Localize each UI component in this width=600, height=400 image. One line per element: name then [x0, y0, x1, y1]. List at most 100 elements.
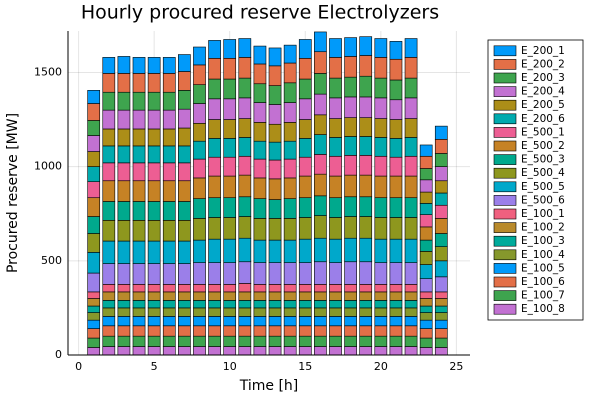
bar-segment — [162, 291, 176, 301]
bar-segment — [419, 328, 433, 339]
bar-segment — [253, 140, 267, 160]
bar-segment — [389, 346, 403, 356]
bar-segment — [208, 300, 221, 309]
bar-segment — [298, 78, 312, 100]
bar-segment — [283, 325, 297, 337]
bar-segment — [374, 325, 388, 337]
bar-segment — [147, 316, 161, 327]
bar-segment — [329, 175, 342, 199]
bar-segment — [298, 284, 312, 293]
bar-segment — [329, 316, 342, 327]
legend-label: E_500_1 — [521, 126, 565, 138]
bar-segment — [434, 260, 448, 278]
bar-segment — [147, 300, 161, 309]
bar-segment — [344, 300, 357, 309]
bar-segment — [87, 347, 101, 356]
bar-segment — [117, 220, 131, 242]
bar-segment — [162, 145, 176, 164]
bar-segment — [178, 240, 191, 264]
bar-segment — [238, 316, 252, 327]
legend-swatch — [493, 113, 517, 125]
bar-segment — [344, 96, 357, 118]
legend-swatch — [493, 249, 517, 261]
bar-segment — [434, 328, 448, 339]
bar-segment — [238, 97, 252, 119]
bar-segment — [283, 335, 297, 347]
bar-segment — [344, 155, 357, 176]
bar-segment — [434, 347, 448, 356]
legend-label: E_500_5 — [521, 181, 565, 193]
bar-segment — [283, 158, 297, 179]
bar-segment — [389, 41, 403, 60]
legend-label: E_100_5 — [521, 262, 565, 274]
bar-segment — [102, 91, 116, 111]
bar-segment — [434, 246, 448, 262]
bar-segment — [344, 56, 357, 78]
bar-segment — [208, 217, 221, 240]
y-tick-label: 0 — [55, 348, 62, 361]
bar-segment — [87, 233, 101, 253]
bar-segment — [434, 319, 448, 329]
bar-segment — [208, 346, 221, 356]
bar-segment — [87, 90, 101, 104]
bar-segment — [283, 300, 297, 309]
bar-segment — [253, 83, 267, 103]
bar-segment — [102, 201, 116, 221]
bar-segment — [283, 316, 297, 327]
legend-swatch — [493, 72, 517, 84]
bar-segment — [359, 174, 373, 198]
bar-segment — [298, 335, 312, 347]
bar-segment — [132, 307, 146, 317]
bar-segment — [193, 177, 206, 199]
bar-segment — [147, 291, 161, 301]
bar-segment — [374, 217, 388, 240]
legend-swatch — [493, 276, 517, 288]
bar-segment — [359, 36, 373, 56]
bar-segment — [374, 262, 388, 285]
bar-segment — [208, 156, 221, 177]
bar-segment — [147, 284, 161, 293]
bar-segment — [268, 346, 282, 356]
bar-segment — [208, 307, 221, 317]
bar-segment — [223, 156, 237, 177]
bar-segment — [434, 139, 448, 154]
bar-segment — [238, 57, 252, 79]
bar-segment — [87, 197, 101, 217]
bar-segment — [268, 335, 282, 347]
bar-segment — [329, 300, 342, 309]
bar-segment — [193, 218, 206, 241]
bar-segment — [389, 262, 403, 285]
legend-swatch — [493, 45, 517, 57]
bar-segment — [238, 216, 252, 239]
bar-segment — [314, 173, 327, 197]
bar-segment — [344, 335, 357, 347]
bar-segment — [223, 175, 237, 199]
legend-swatch — [493, 263, 517, 274]
bar-segment — [132, 263, 146, 285]
bar-segment — [434, 305, 448, 313]
legend-label: E_200_2 — [521, 58, 565, 70]
bar-segment — [374, 335, 388, 347]
bar-segment — [268, 65, 282, 86]
bar-segment — [359, 55, 373, 77]
bar-segment — [102, 109, 116, 130]
bar-segment — [178, 180, 191, 202]
bar-segment — [117, 316, 131, 327]
bar-segment — [344, 216, 357, 239]
bar-segment — [178, 54, 191, 72]
bar-segment — [389, 238, 403, 263]
bar-segment — [283, 62, 297, 84]
bar-segment — [283, 102, 297, 123]
bar-segment — [102, 300, 116, 309]
legend-swatch — [493, 290, 517, 301]
bar-segment — [404, 217, 418, 240]
legend-swatch — [493, 181, 517, 193]
bar-segment — [298, 119, 312, 139]
bar-segment — [147, 263, 161, 285]
bar-segment — [314, 325, 327, 337]
bar-segment — [419, 291, 433, 299]
bar-segment — [419, 179, 433, 193]
bar-segment — [374, 155, 388, 177]
bar-segment — [253, 239, 267, 263]
